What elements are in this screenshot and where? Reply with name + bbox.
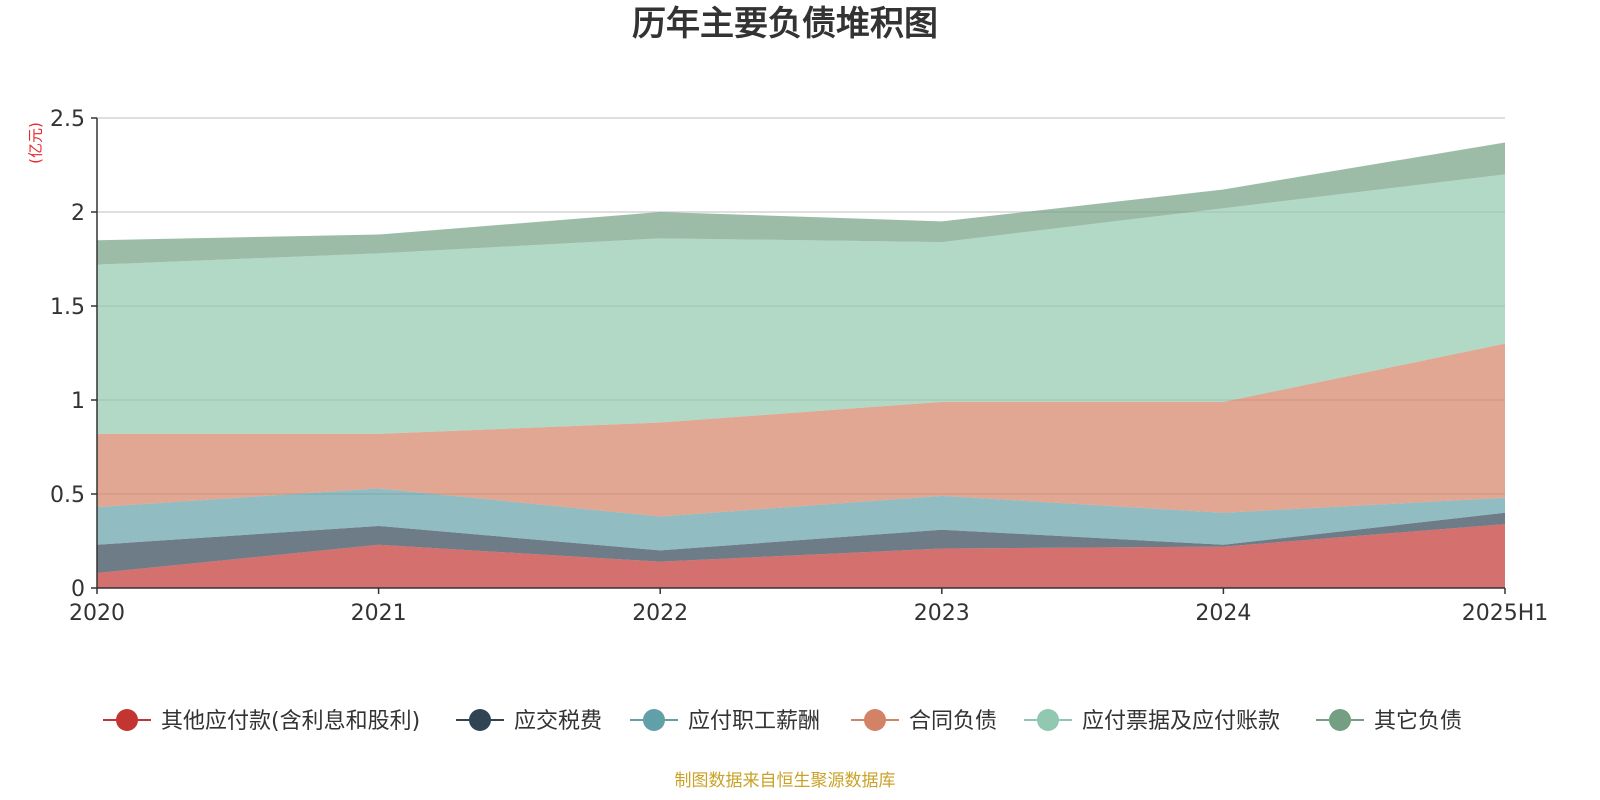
area-series-5 <box>97 174 1505 434</box>
legend-label: 应付职工薪酬 <box>688 709 820 734</box>
legend: 其他应付款(含利息和股利) 应交税费 应付职工薪酬 合同负债 应付票据及应付账款 其它负债 <box>103 709 1462 734</box>
area-series-6 <box>97 142 1505 265</box>
legend-item-4: 合同负债 <box>851 709 997 734</box>
x-tick-label: 2025H1 <box>1462 601 1549 626</box>
x-tick-label: 2022 <box>632 601 688 626</box>
legend-item-5: 应付票据及应付账款 <box>1024 709 1280 734</box>
y-axis-ticks: 0 0.5 1 1.5 2 2.5 <box>50 107 97 602</box>
legend-label: 其它负债 <box>1374 709 1462 734</box>
legend-marker-dot <box>1037 709 1059 731</box>
legend-item-2: 应交税费 <box>456 709 602 734</box>
legend-marker-dot <box>864 709 886 731</box>
y-tick-label: 1 <box>71 389 85 414</box>
chart-title: 历年主要负债堆积图 <box>632 4 938 44</box>
axes <box>96 118 1505 589</box>
legend-item-1: 其他应付款(含利息和股利) <box>103 709 420 734</box>
x-tick-label: 2021 <box>351 601 407 626</box>
legend-marker-dot <box>1329 709 1351 731</box>
x-tick-label: 2024 <box>1195 601 1251 626</box>
legend-label: 合同负债 <box>909 709 997 734</box>
x-tick-label: 2023 <box>914 601 970 626</box>
legend-item-6: 其它负债 <box>1316 709 1462 734</box>
legend-label: 应付票据及应付账款 <box>1082 709 1280 734</box>
area-series-3 <box>97 488 1505 551</box>
y-tick-label: 2.5 <box>50 107 85 132</box>
legend-marker-dot <box>469 709 491 731</box>
legend-label: 其他应付款(含利息和股利) <box>161 709 420 734</box>
area-series-1 <box>97 524 1505 588</box>
series-areas <box>97 142 1505 588</box>
y-tick-label: 0.5 <box>50 483 85 508</box>
legend-marker-dot <box>643 709 665 731</box>
y-tick-label: 2 <box>71 201 85 226</box>
data-source-note: 制图数据来自恒生聚源数据库 <box>675 771 896 791</box>
area-series-2 <box>97 512 1505 573</box>
y-tick-label: 0 <box>71 577 85 602</box>
area-series-4 <box>97 343 1505 517</box>
x-axis-ticks: 2020 2021 2022 2023 2024 2025H1 <box>69 588 1548 626</box>
y-tick-label: 1.5 <box>50 295 85 320</box>
legend-label: 应交税费 <box>514 709 602 734</box>
x-tick-label: 2020 <box>69 601 125 626</box>
legend-item-3: 应付职工薪酬 <box>630 709 820 734</box>
legend-marker-dot <box>116 709 138 731</box>
y-axis-unit-label: (亿元) <box>27 122 45 164</box>
